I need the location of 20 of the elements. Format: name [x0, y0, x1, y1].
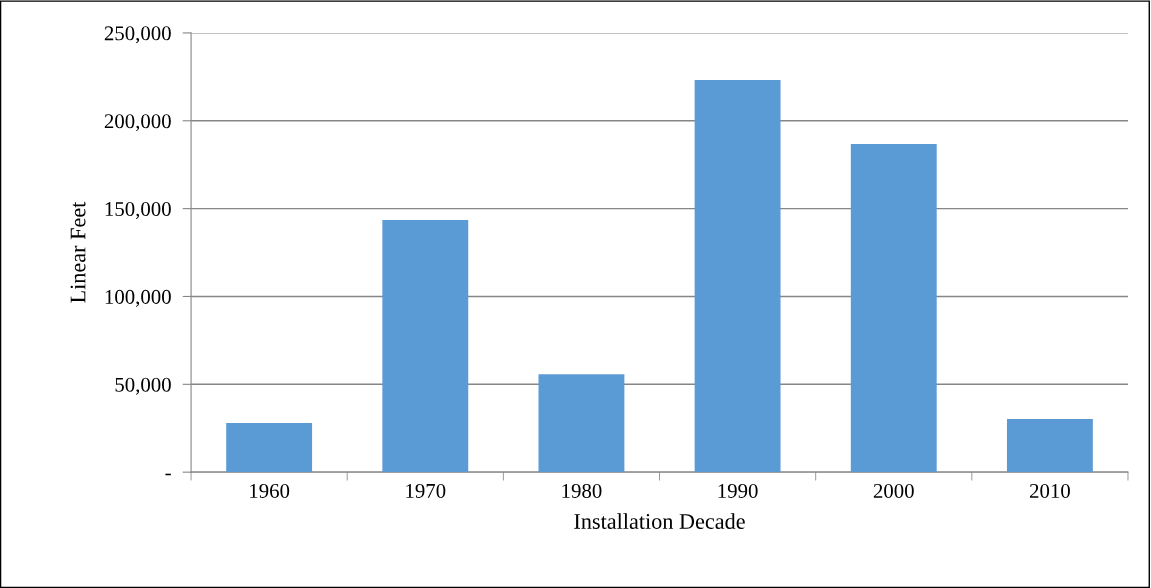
x-axis-title: Installation Decade: [574, 513, 745, 529]
bar: [694, 80, 781, 473]
bar: [850, 143, 937, 473]
y-tick-label: 200,000: [104, 114, 171, 132]
y-tick-label: 250,000: [104, 26, 171, 44]
bar: [538, 374, 625, 473]
bar: [226, 422, 313, 473]
x-tick-label: 2000: [873, 483, 914, 498]
x-tick-label: 2010: [1029, 483, 1070, 498]
bar: [1006, 419, 1093, 473]
y-tick-label: 50,000: [115, 377, 171, 395]
x-tick-label: 1960: [250, 483, 290, 498]
y-tick-label: 100,000: [105, 289, 171, 307]
bar: [382, 220, 469, 473]
x-tick-label: 1970: [406, 483, 446, 498]
y-axis-title: Linear Feet: [70, 201, 86, 303]
x-tick-label: 1990: [718, 483, 758, 498]
x-tick-label: 1980: [562, 483, 602, 498]
y-tick-label: -: [165, 473, 171, 476]
y-tick-label: 150,000: [105, 202, 171, 220]
